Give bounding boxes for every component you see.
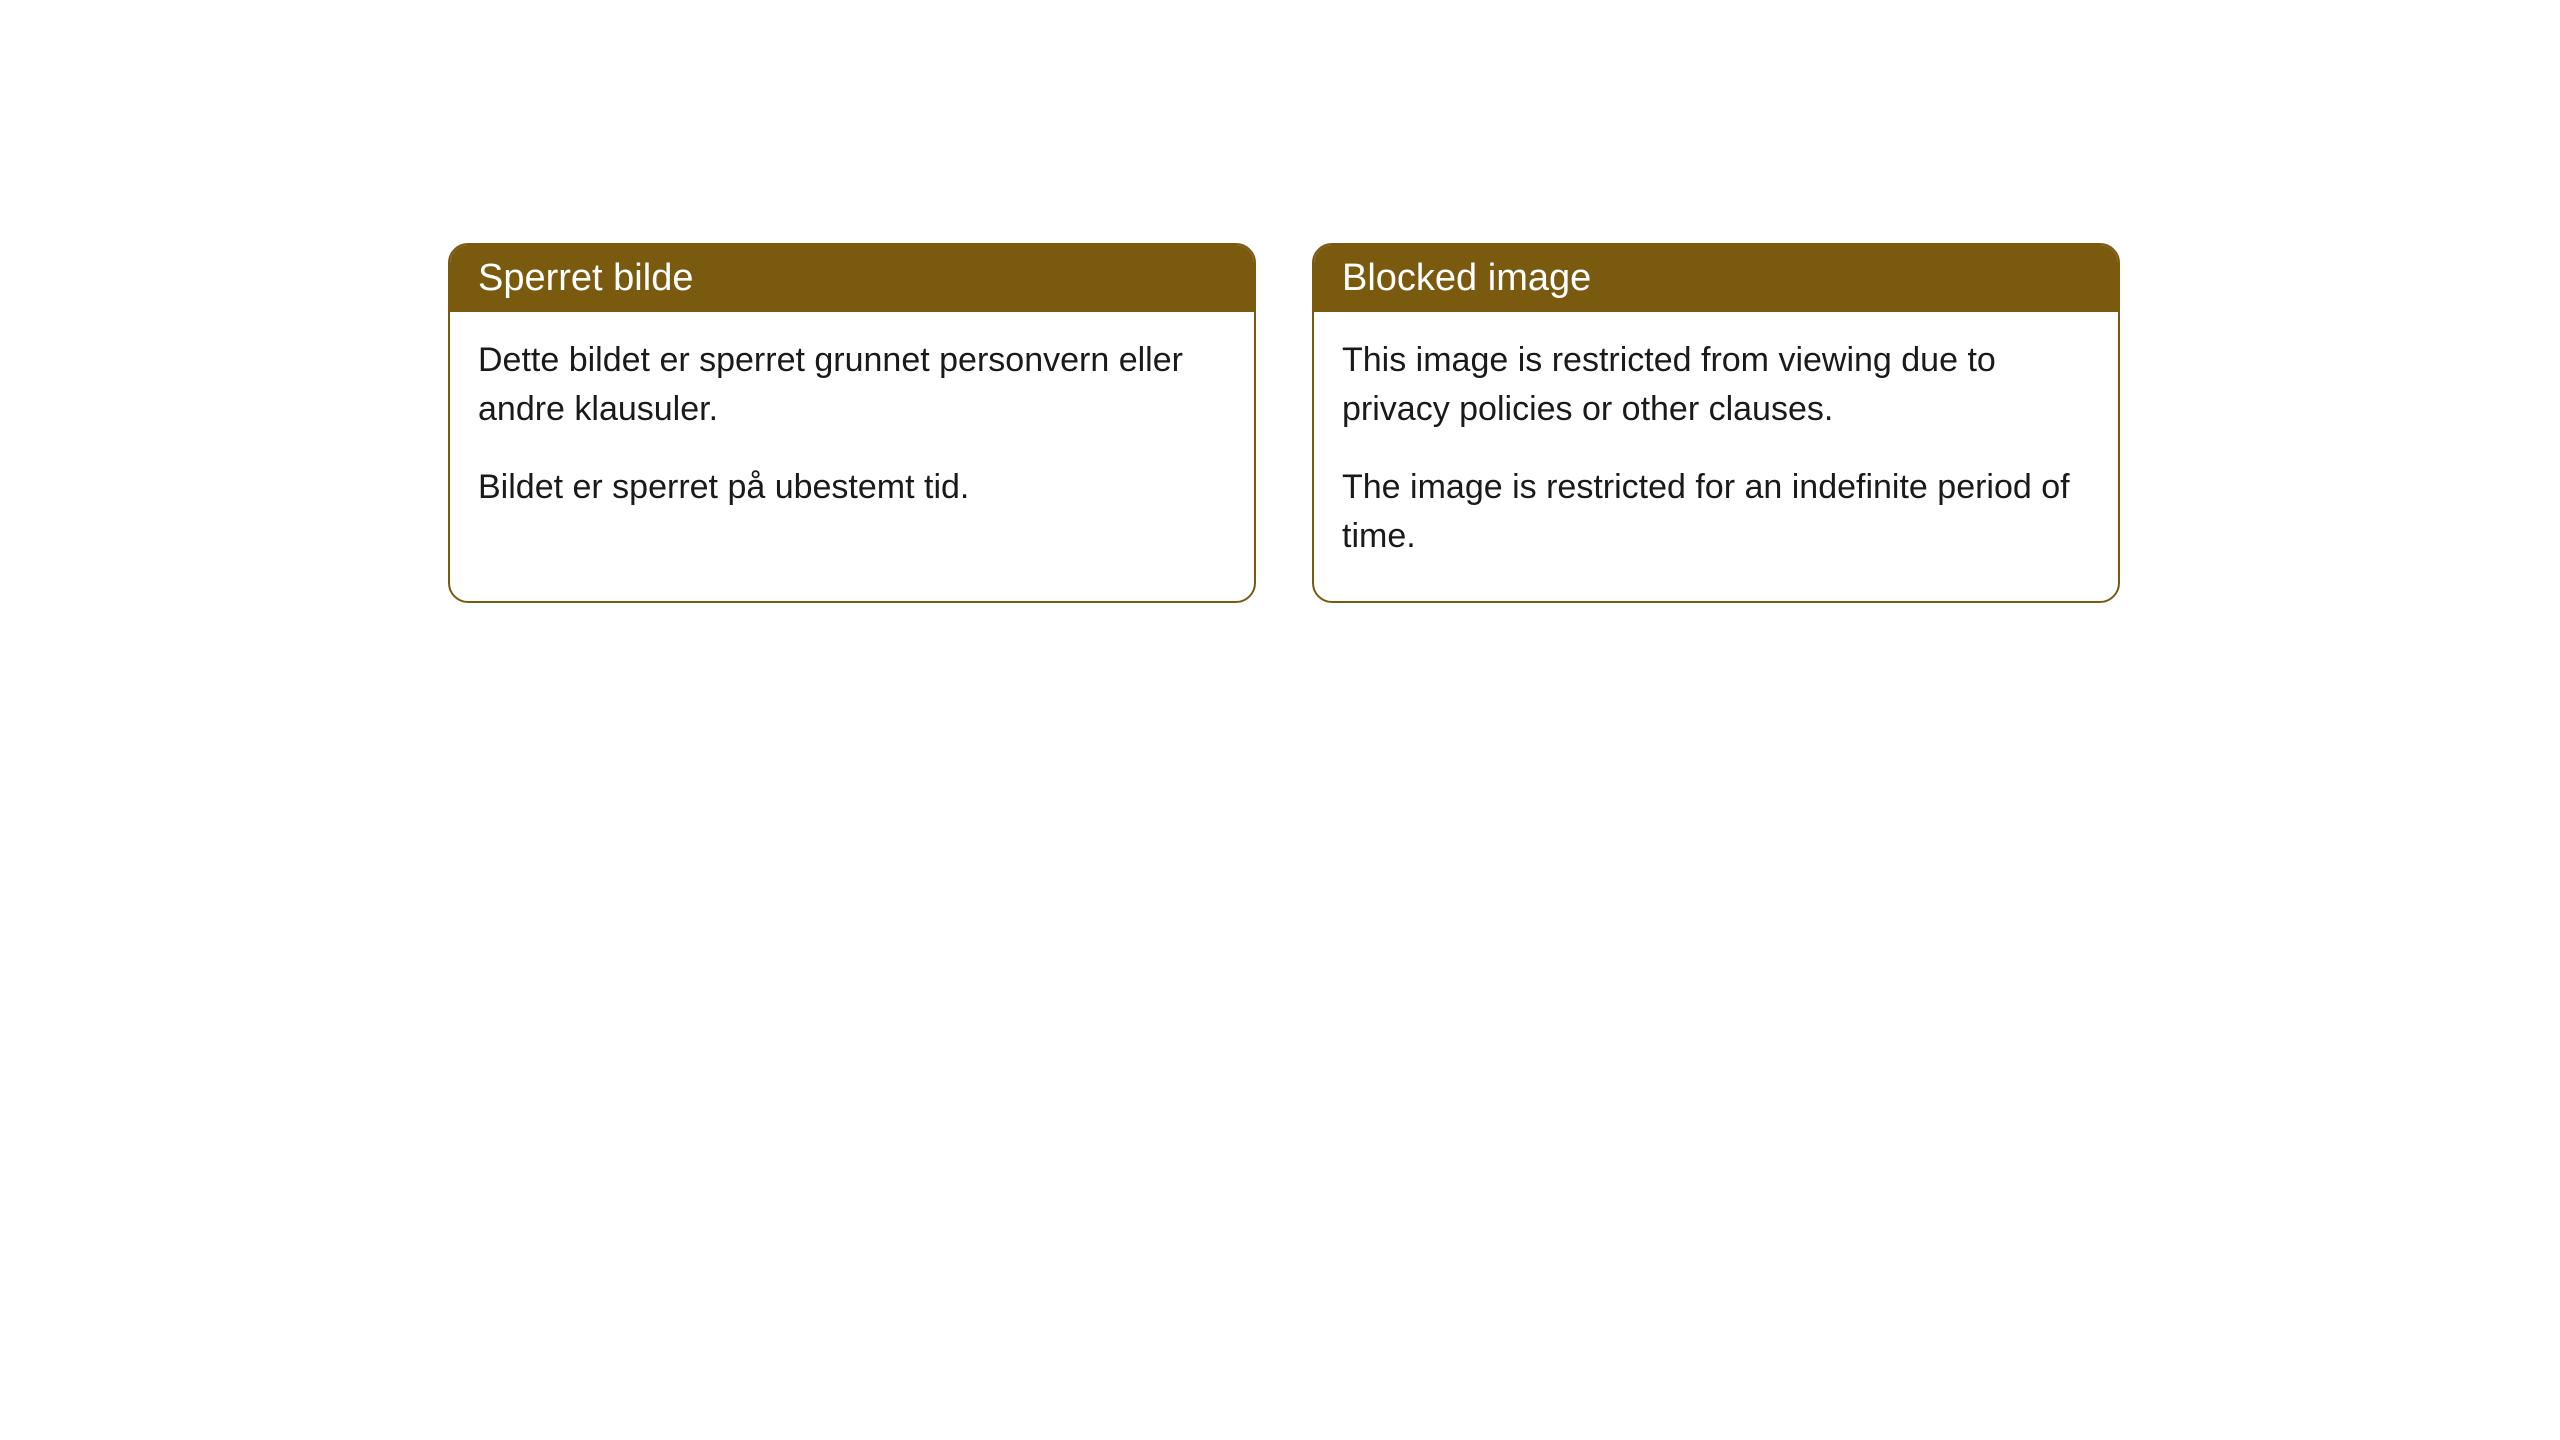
card-paragraph-2-en: The image is restricted for an indefinit… bbox=[1342, 463, 2090, 562]
card-body-no: Dette bildet er sperret grunnet personve… bbox=[450, 312, 1254, 552]
card-paragraph-2-no: Bildet er sperret på ubestemt tid. bbox=[478, 463, 1226, 512]
blocked-image-card-en: Blocked image This image is restricted f… bbox=[1312, 243, 2120, 603]
blocked-image-card-no: Sperret bilde Dette bildet er sperret gr… bbox=[448, 243, 1256, 603]
card-title-en: Blocked image bbox=[1342, 257, 1591, 299]
card-body-en: This image is restricted from viewing du… bbox=[1314, 312, 2118, 601]
card-header-no: Sperret bilde bbox=[450, 245, 1254, 312]
card-paragraph-1-no: Dette bildet er sperret grunnet personve… bbox=[478, 336, 1226, 435]
card-header-en: Blocked image bbox=[1314, 245, 2118, 312]
notice-cards-container: Sperret bilde Dette bildet er sperret gr… bbox=[448, 243, 2120, 603]
card-paragraph-1-en: This image is restricted from viewing du… bbox=[1342, 336, 2090, 435]
card-title-no: Sperret bilde bbox=[478, 257, 693, 299]
